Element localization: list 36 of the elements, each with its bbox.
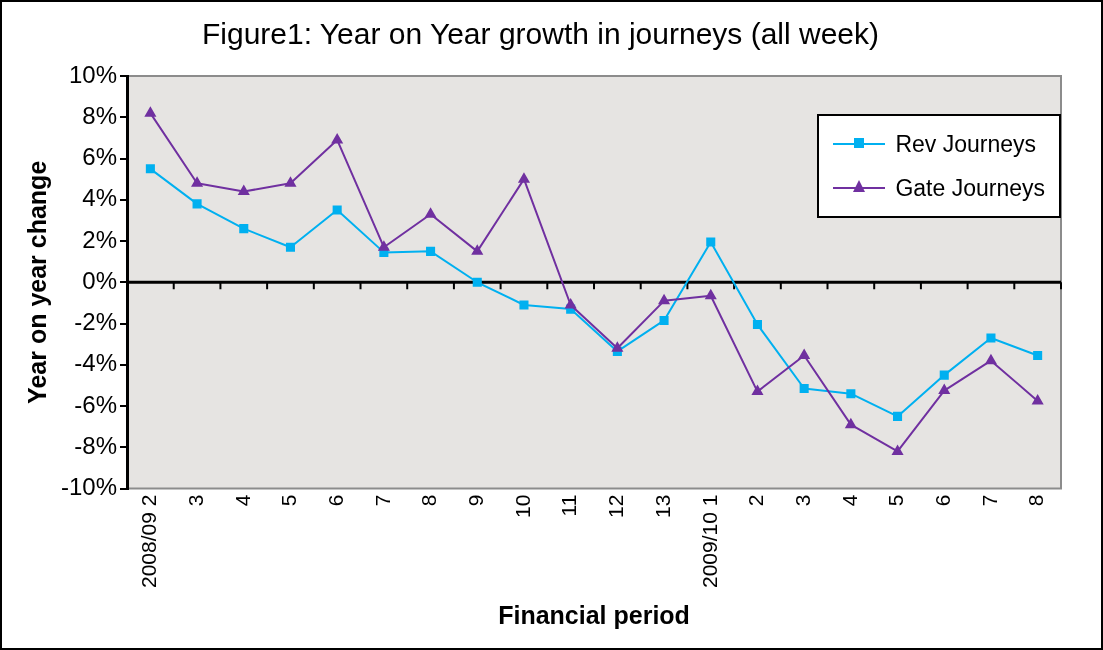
y-tick-label: 0%: [82, 266, 118, 294]
x-tick-label: 2009/10 1: [697, 494, 721, 589]
x-tick-label: 12: [604, 494, 628, 518]
x-tick-label: 4: [230, 494, 254, 507]
y-axis-title: Year on year change: [22, 160, 51, 404]
x-tick-label: 11: [557, 494, 581, 517]
x-tick-label: 10: [510, 494, 534, 518]
y-tick-label: 4%: [82, 184, 118, 212]
x-tick-label: 3: [790, 494, 814, 507]
y-tick-label: 10%: [68, 60, 118, 88]
legend-label: Gate Journeys: [895, 174, 1045, 202]
chart-title: Figure1: Year on Year growth in journeys (all week): [201, 17, 880, 51]
x-tick-label: 8: [417, 494, 441, 507]
y-tick-label: 6%: [82, 143, 118, 171]
x-tick-label: 6: [323, 494, 347, 507]
x-axis-title: Financial period: [498, 600, 690, 629]
y-tick-label: -2%: [74, 308, 118, 336]
x-tick-label: 5: [277, 494, 301, 507]
y-tick-label: -6%: [74, 390, 118, 418]
y-tick-label: -10%: [61, 473, 118, 501]
x-tick-label: 7: [977, 494, 1001, 507]
x-tick-label: 8: [1024, 494, 1048, 507]
x-tick-label: 7: [370, 494, 394, 507]
y-tick-label: -8%: [74, 431, 118, 459]
x-tick-label: 13: [650, 494, 674, 518]
x-tick-label: 2: [744, 494, 768, 507]
x-tick-label: 9: [464, 494, 488, 507]
y-tick-label: 2%: [82, 225, 118, 253]
x-tick-label: 4: [837, 494, 861, 507]
legend-label: Rev Journeys: [895, 130, 1037, 158]
x-tick-label: 6: [931, 494, 955, 507]
y-tick-label: 8%: [82, 101, 118, 129]
x-tick-label: 2008/09 2: [137, 494, 161, 589]
y-tick-label: -4%: [74, 349, 118, 377]
x-tick-label: 5: [884, 494, 908, 507]
x-tick-label: 3: [183, 494, 207, 507]
